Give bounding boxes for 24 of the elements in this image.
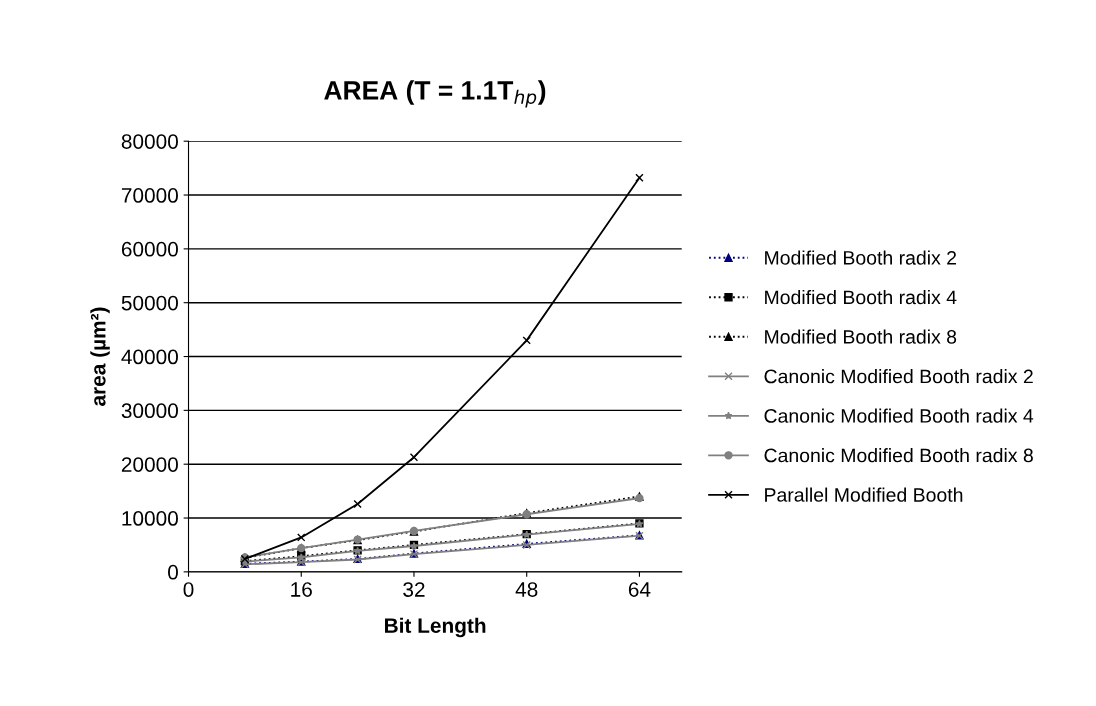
y-tick-label: 30000 xyxy=(121,403,178,419)
y-tick-label: 60000 xyxy=(121,241,178,257)
y-tick-label: 10000 xyxy=(122,511,178,526)
legend-label: Parallel Modified Booth xyxy=(765,487,963,502)
y-tick-label: 40000 xyxy=(121,349,178,365)
y-tick-label: 50000 xyxy=(121,295,178,311)
legend-label: Canonic Modified Booth radix 2 xyxy=(764,369,1033,384)
x-tick-label: 16 xyxy=(291,582,312,597)
x-axis-title: Bit Length xyxy=(385,617,486,638)
chart-title: AREA (T = 1.1T$_{hp}$) xyxy=(324,80,546,108)
x-tick-label: 0 xyxy=(183,582,194,597)
legend-label: Canonic Modified Booth radix 8 xyxy=(764,448,1033,463)
x-tick-label: 64 xyxy=(628,582,651,597)
x-tick-label: 48 xyxy=(515,582,538,597)
y-tick-label: 20000 xyxy=(121,457,178,472)
legend-label: Modified Booth radix 4 xyxy=(765,289,957,305)
y-tick-label: 70000 xyxy=(121,188,178,203)
y-tick-label: 0 xyxy=(168,564,178,580)
legend-label: Modified Booth radix 2 xyxy=(765,250,957,265)
legend-label: Canonic Modified Booth radix 4 xyxy=(764,408,1034,423)
legend-label: Modified Booth radix 8 xyxy=(765,329,957,344)
y-tick-label: 80000 xyxy=(121,134,178,149)
y-axis-title: area (µm²) xyxy=(90,307,110,406)
x-tick-label: 32 xyxy=(403,582,425,597)
